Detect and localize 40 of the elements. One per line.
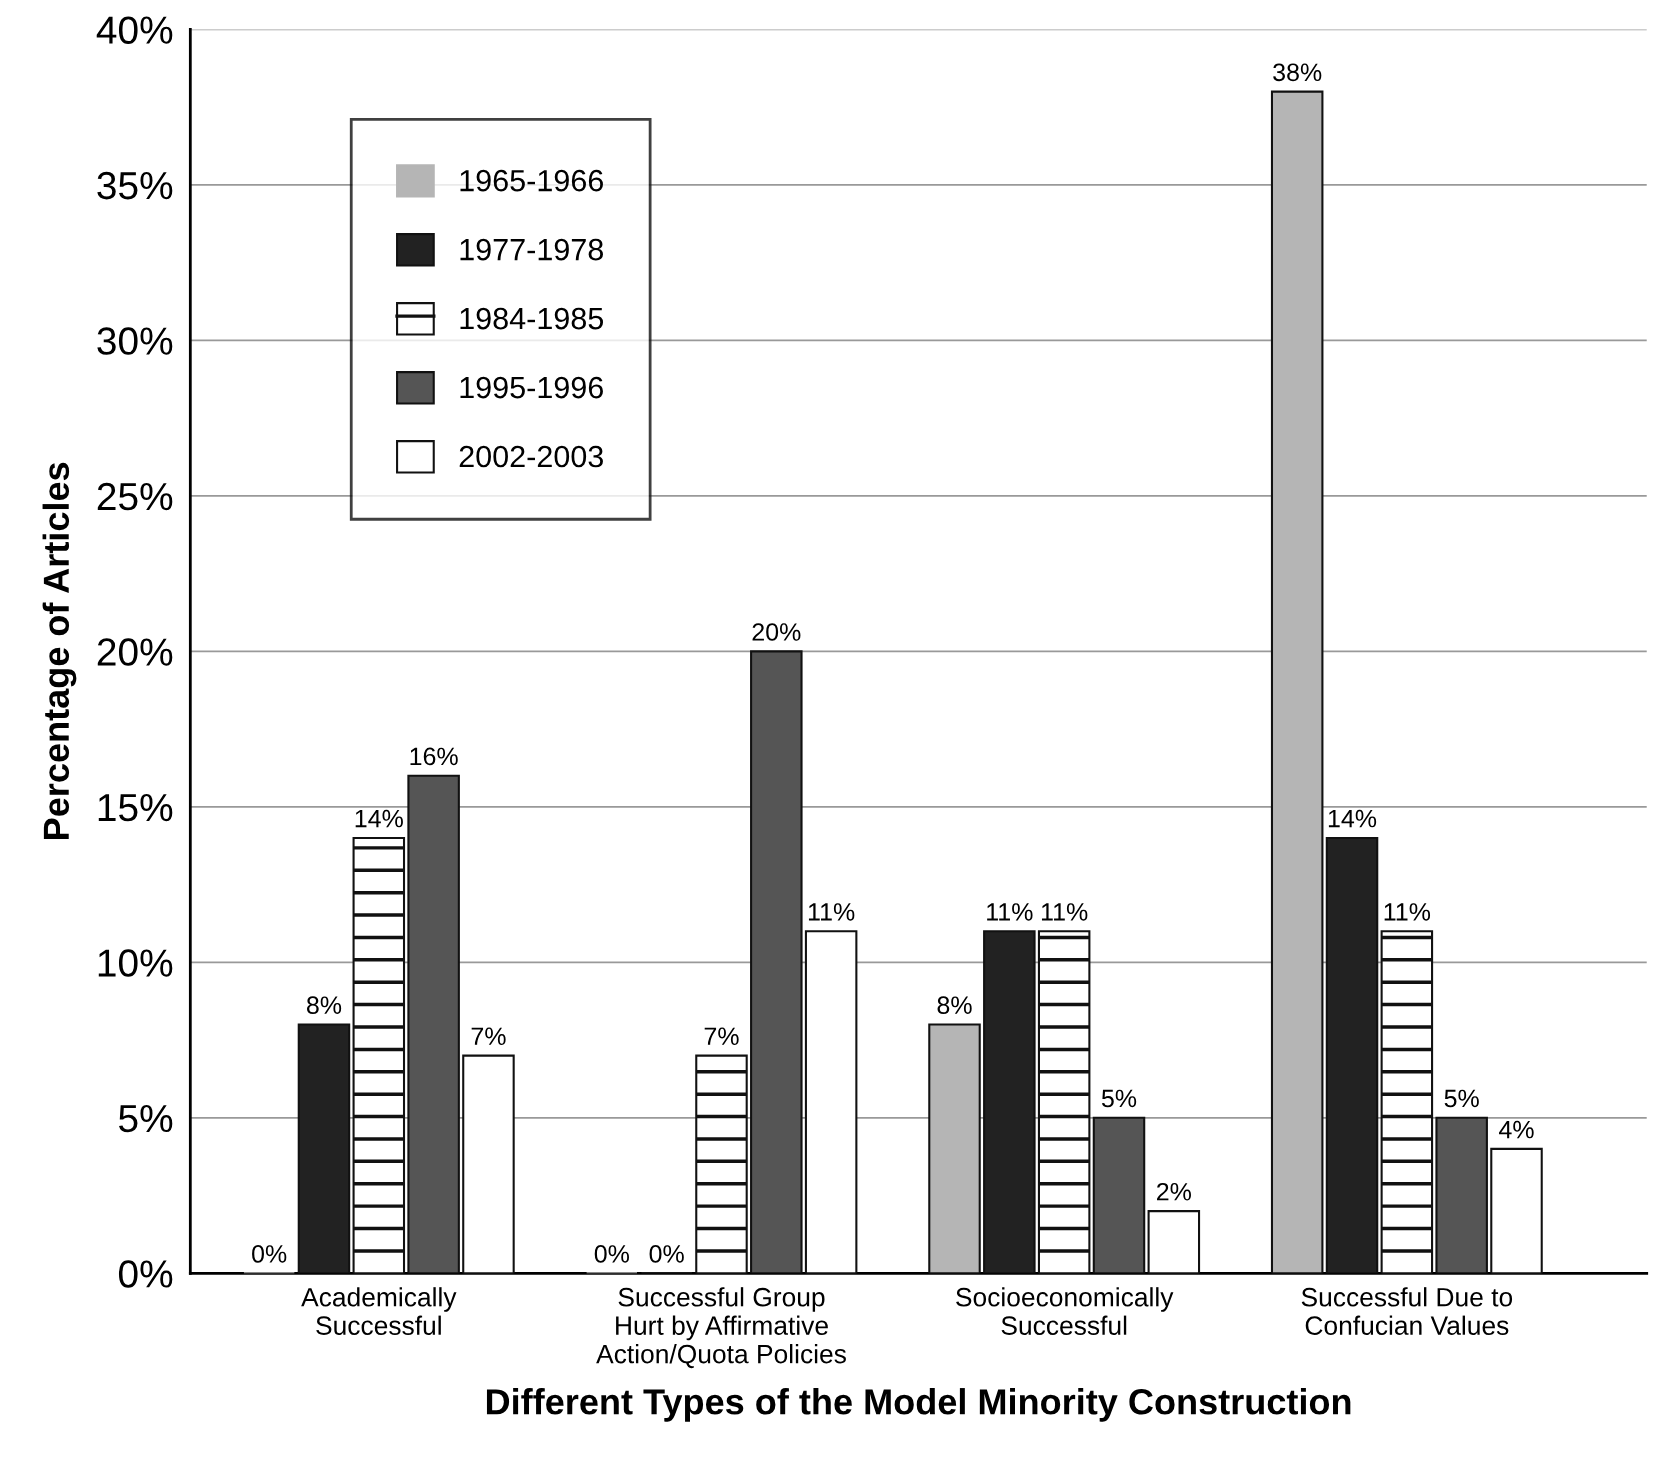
data-label: 7% xyxy=(704,1027,739,1046)
x-tick-label: Academically Successful xyxy=(301,1287,457,1335)
data-label: 11% xyxy=(1384,903,1431,921)
x-axis-title: Different Types of the Model Minority Construction xyxy=(486,1388,1351,1422)
data-label: 0% xyxy=(649,1245,684,1263)
x-tick-label: Successful Due to Confucian Values xyxy=(1301,1287,1513,1335)
data-label: 8% xyxy=(937,996,972,1015)
y-tick-label: 0% xyxy=(118,1260,173,1288)
legend-label: 1977-1978 xyxy=(460,238,603,261)
y-tick-label: 35% xyxy=(97,171,173,200)
x-tick-label: Successful Group Hurt by Affirmative Action/Quota Policies xyxy=(596,1287,846,1369)
y-tick-label: 5% xyxy=(119,1104,173,1133)
data-label: 0% xyxy=(252,1245,287,1263)
data-label: 8% xyxy=(306,996,342,1015)
legend-label: 1965-1966 xyxy=(460,169,603,192)
data-label: 2% xyxy=(1157,1182,1191,1201)
data-label: 11% xyxy=(987,903,1033,921)
y-axis-title: Percentage of Articles xyxy=(42,462,77,839)
x-tick-label: Socioeconomically Successful xyxy=(956,1287,1174,1335)
data-label: 7% xyxy=(471,1027,506,1046)
y-tick-label: 25% xyxy=(97,482,173,511)
data-label: 11% xyxy=(808,903,855,921)
y-tick-label: 40% xyxy=(96,16,173,44)
legend-label: 2002-2003 xyxy=(459,445,603,468)
data-label: 4% xyxy=(1499,1120,1534,1139)
data-label: 14% xyxy=(355,809,403,828)
data-label: 0% xyxy=(594,1245,629,1263)
y-tick-label: 15% xyxy=(98,793,173,822)
y-tick-label: 30% xyxy=(97,327,173,355)
y-tick-label: 20% xyxy=(97,638,173,666)
data-label: 5% xyxy=(1101,1089,1137,1108)
data-label: 11% xyxy=(1041,903,1088,921)
data-label: 38% xyxy=(1273,63,1322,82)
data-label: 20% xyxy=(752,623,801,641)
data-label: 14% xyxy=(1328,809,1377,828)
y-tick-label: 10% xyxy=(98,949,173,977)
data-label: 5% xyxy=(1444,1089,1479,1108)
legend-label: 1984-1985 xyxy=(460,307,604,330)
data-label: 16% xyxy=(410,747,458,766)
legend-label: 1995-1996 xyxy=(460,376,603,399)
